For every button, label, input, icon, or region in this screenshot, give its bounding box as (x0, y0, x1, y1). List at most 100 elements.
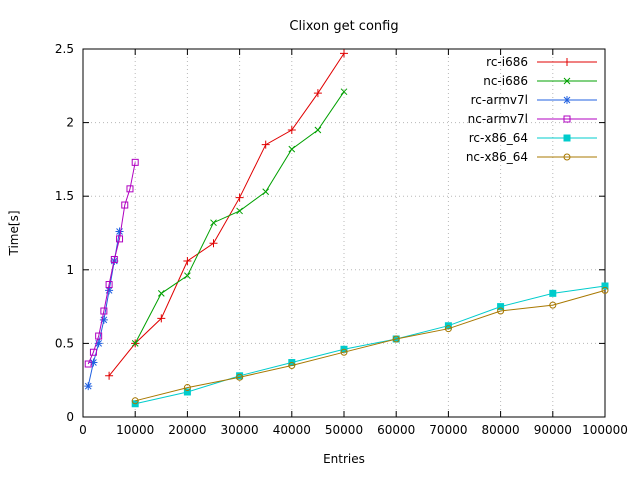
legend-sample (537, 134, 597, 142)
legend-label: nc-armv7l (468, 112, 528, 126)
series-nc-x86_64 (131, 286, 609, 405)
series-rc-i686 (105, 49, 348, 380)
point-marker (314, 126, 322, 134)
point-marker (105, 371, 114, 380)
point-marker (131, 340, 139, 347)
x-axis-label: Entries (323, 452, 365, 466)
point-marker (84, 382, 93, 391)
point-marker (209, 239, 218, 248)
x-tick-label: 100000 (582, 423, 628, 437)
point-marker (89, 358, 98, 367)
y-axis-label: Time[s] (7, 211, 21, 257)
legend-item: rc-x86_64 (469, 131, 597, 145)
point-marker (563, 77, 571, 85)
point-marker (563, 58, 571, 66)
x-tick-label: 70000 (429, 423, 467, 437)
point-marker (94, 339, 103, 348)
point-marker (262, 188, 270, 196)
legend-item: nc-armv7l (468, 112, 597, 126)
point-marker (110, 255, 118, 263)
point-marker (340, 88, 348, 96)
x-tick-label: 10000 (116, 423, 154, 437)
chart-title: Clixon get config (289, 19, 398, 34)
x-tick-label: 20000 (168, 423, 206, 437)
point-marker (340, 49, 348, 58)
point-marker (126, 185, 134, 193)
x-tick-label: 60000 (377, 423, 415, 437)
legend-item: nc-x86_64 (466, 150, 597, 164)
point-marker (183, 384, 191, 392)
point-marker (89, 348, 97, 356)
legend-sample (537, 58, 597, 66)
x-tick-label: 0 (79, 423, 87, 437)
point-marker (116, 235, 124, 243)
series-line (108, 53, 345, 377)
legend-sample (537, 153, 597, 161)
point-marker (100, 307, 108, 315)
y-tick-label: 2.5 (55, 42, 74, 56)
legend: rc-i686 nc-i686 rc-armv7l nc-armv7l rc-x86_6… (466, 55, 597, 164)
legend-item: rc-i686 (486, 55, 597, 69)
point-marker (236, 207, 243, 215)
y-tick-label: 0 (66, 410, 74, 424)
point-marker (236, 373, 244, 381)
legend-label: nc-x86_64 (466, 150, 528, 164)
point-marker (121, 201, 129, 209)
plot-border-and-ticks (82, 48, 606, 418)
point-marker (549, 289, 557, 297)
point-marker (288, 361, 296, 369)
legend-label: rc-x86_64 (469, 131, 528, 145)
point-marker (497, 303, 505, 311)
point-marker (563, 115, 571, 123)
point-marker (563, 153, 571, 161)
legend-sample (537, 77, 597, 85)
legend-label: rc-armv7l (471, 93, 528, 107)
point-marker (84, 360, 92, 368)
data-series (84, 49, 609, 408)
x-tick-label: 30000 (221, 423, 259, 437)
point-marker (105, 286, 114, 295)
legend-label: nc-i686 (483, 74, 528, 88)
point-marker (183, 388, 191, 396)
point-marker (340, 348, 348, 356)
series-rc-x86_64 (131, 282, 609, 408)
point-marker (288, 145, 296, 153)
series-line (135, 285, 606, 405)
point-marker (601, 282, 609, 290)
point-marker (261, 140, 270, 149)
x-tick-label: 50000 (325, 423, 363, 437)
point-marker (210, 219, 217, 227)
point-marker (131, 158, 139, 166)
x-tick-label: 40000 (273, 423, 311, 437)
point-marker (497, 307, 505, 315)
point-marker (105, 281, 113, 289)
x-tick-label: 90000 (534, 423, 572, 437)
point-marker (115, 227, 124, 236)
legend-sample (537, 96, 597, 104)
series-line (135, 289, 606, 402)
point-marker (444, 325, 452, 333)
point-marker (392, 335, 400, 343)
point-marker (95, 332, 103, 340)
series-nc-armv7l (84, 158, 139, 368)
series-nc-i686 (131, 88, 348, 347)
point-marker (549, 301, 557, 309)
legend-label: rc-i686 (486, 55, 528, 69)
point-marker (563, 134, 571, 142)
series-line (87, 162, 136, 365)
point-marker (235, 193, 244, 202)
point-marker (287, 125, 296, 134)
point-marker (157, 289, 165, 297)
point-marker (131, 397, 139, 405)
point-marker (99, 315, 108, 324)
point-marker (313, 89, 322, 98)
legend-item: rc-armv7l (471, 93, 597, 107)
x-tick-label: 80000 (482, 423, 520, 437)
legend-sample (537, 115, 597, 123)
y-tick-label: 1.5 (55, 189, 74, 203)
y-tick-label: 2 (66, 116, 74, 130)
point-marker (184, 272, 191, 280)
point-marker (601, 286, 609, 294)
tick-labels: 0 10000 20000 30000 40000 50000 60000 70000 8000… (55, 42, 628, 437)
